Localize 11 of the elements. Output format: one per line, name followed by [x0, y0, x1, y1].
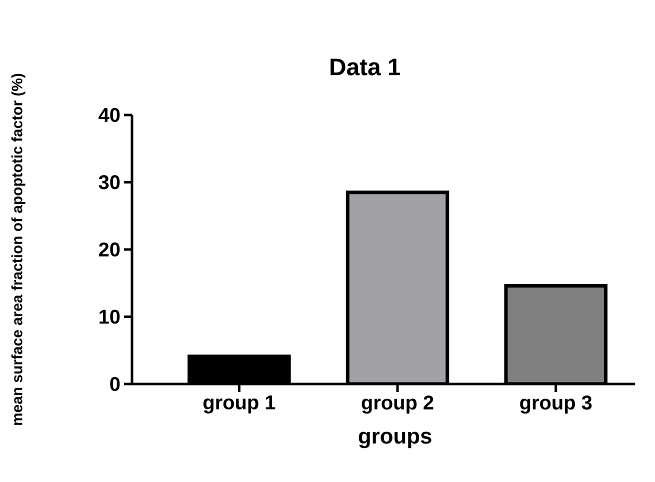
y-tick-label: 30 [98, 175, 120, 190]
x-axis-title: groups [358, 432, 432, 448]
y-tick-label: 10 [100, 310, 120, 324]
x-tick-label: group 1 [203, 396, 276, 414]
x-tick-label: group 2 [362, 396, 434, 414]
y-tick-label: 0 [110, 376, 120, 392]
y-tick-label: 20 [99, 242, 120, 257]
y-axis-title: mean surface area fraction of apoptotic factor (%) [11, 74, 26, 425]
x-tick-label: group 3 [520, 396, 592, 414]
y-tick-label: 40 [98, 108, 120, 122]
chart-title: Data 1 [330, 58, 400, 76]
